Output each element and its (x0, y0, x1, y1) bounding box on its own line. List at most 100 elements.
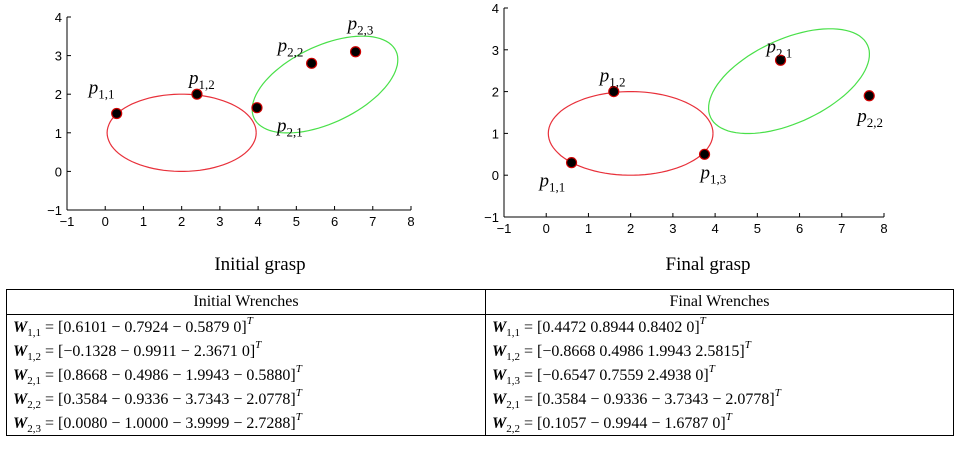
wrench-vector: = [0.0080 − 1.0000 − 3.9999 − 2.7288] (40, 415, 296, 432)
initial-wrench-cell: W1,2 = [−0.1328 − 0.9911 − 2.3671 0]T (6, 339, 486, 363)
wrench-subscript: 2,2 (506, 423, 520, 435)
y-tick-label: 4 (492, 1, 499, 16)
y-tick-label: −1 (47, 203, 62, 218)
wrench-vector: = [0.3584 − 0.9336 − 3.7343 − 2.0778] (519, 391, 775, 408)
initial-grasp-chart: −1 0 1 2 3 4 5 6 7 8 −1 0 1 2 3 4 p1,1 p1,2 p2,1 p2,2 p2,3 (47, 10, 414, 229)
contact-point (251, 102, 263, 114)
wrench-vector: = [0.4472 0.8944 0.8402 0] (519, 319, 700, 336)
contact-point-label: p1,1 (538, 171, 566, 195)
final-wrench-cell: W1,3 = [−0.6547 0.7559 2.4938 0]T (485, 363, 954, 387)
table-row: W2,3 = [0.0080 − 1.0000 − 3.9999 − 2.728… (6, 411, 954, 436)
x-tick-label: 7 (369, 214, 376, 229)
transpose-superscript: T (744, 339, 751, 351)
object-2-ellipse (707, 28, 871, 135)
table-row: W2,1 = [0.8668 − 0.4986 − 1.9943 − 0.588… (6, 363, 954, 387)
contact-point (863, 90, 875, 102)
wrench-subscript: 1,2 (27, 351, 41, 363)
wrench-symbol: W (13, 391, 28, 408)
transpose-superscript: T (295, 387, 302, 399)
wrench-table-body: W1,1 = [0.6101 − 0.7924 − 0.5879 0]T W1,1… (6, 314, 954, 436)
contact-point-label: p1,2 (187, 68, 215, 92)
contact-point (191, 88, 203, 100)
object-1-ellipse (106, 93, 257, 172)
x-tick-label: 0 (543, 221, 550, 236)
contact-point-label: p2,2 (855, 106, 883, 130)
wrench-subscript: 1,2 (506, 351, 520, 363)
x-tick-label: 8 (407, 214, 414, 229)
final-grasp-plot: −1 0 1 2 3 4 5 6 7 8 −1 0 1 2 3 4 p1,1 p1,2 p1,3 p2,1 p2,2 (482, 0, 952, 250)
final-grasp-chart: −1 0 1 2 3 4 5 6 7 8 −1 0 1 2 3 4 p1,1 p1,2 p1,3 p2,1 p2,2 (484, 1, 887, 236)
final-grasp-caption: Final grasp (665, 254, 751, 275)
transpose-superscript: T (255, 339, 262, 351)
contact-point (774, 54, 787, 66)
contact-point (306, 57, 318, 69)
table-row: W1,2 = [−0.1328 − 0.9911 − 2.3671 0]T W1,… (6, 339, 954, 363)
wrench-vector: = [−0.6547 0.7559 2.4938 0] (519, 367, 709, 384)
x-tick-label: 5 (293, 214, 300, 229)
wrench-vector: = [0.8668 − 0.4986 − 1.9943 − 0.5880] (40, 367, 296, 384)
contact-point (608, 85, 620, 98)
final-wrench-cell: W2,1 = [0.3584 − 0.9336 − 3.7343 − 2.077… (485, 387, 954, 411)
initial-wrench-cell: W2,1 = [0.8668 − 0.4986 − 1.9943 − 0.588… (6, 363, 486, 387)
y-tick-label: 0 (55, 164, 62, 179)
x-tick-label: 3 (216, 214, 223, 229)
wrench-symbol: W (492, 367, 507, 384)
x-tick-label: 0 (102, 214, 109, 229)
contact-point (349, 46, 362, 58)
y-tick-label: 3 (55, 49, 62, 64)
wrench-subscript: 1,3 (506, 375, 520, 387)
x-tick-label: 3 (669, 221, 676, 236)
table-row: W1,1 = [0.6101 − 0.7924 − 0.5879 0]T W1,1… (6, 314, 954, 339)
wrench-symbol: W (13, 415, 28, 432)
wrench-symbol: W (492, 391, 507, 408)
transpose-superscript: T (708, 363, 715, 375)
table-header-row: Initial Wrenches Final Wrenches (6, 289, 954, 315)
y-tick-label: 4 (55, 10, 62, 25)
contact-point (565, 157, 578, 169)
wrench-vector: = [−0.1328 − 0.9911 − 2.3671 0] (40, 343, 256, 360)
x-tick-label: 2 (627, 221, 634, 236)
x-tick-label: 1 (140, 214, 147, 229)
wrench-subscript: 1,1 (506, 327, 520, 339)
final-wrench-cell: W1,2 = [−0.8668 0.4986 1.9943 2.5815]T (485, 339, 954, 363)
x-tick-label: 4 (254, 214, 261, 229)
wrench-symbol: W (492, 319, 507, 336)
x-tick-label: 6 (331, 214, 338, 229)
x-tick-label: 7 (838, 221, 845, 236)
x-tick-label: 6 (796, 221, 803, 236)
x-tick-label: −1 (60, 214, 75, 229)
contact-point-label: p2,1 (275, 116, 303, 140)
y-tick-label: 1 (492, 126, 499, 141)
final-wrench-cell: W2,2 = [0.1057 − 0.9944 − 1.6787 0]T (485, 411, 954, 436)
wrench-subscript: 2,3 (27, 423, 41, 435)
wrench-symbol: W (13, 343, 28, 360)
y-tick-label: 1 (55, 126, 62, 141)
y-tick-label: 0 (492, 168, 499, 183)
contact-point-label: p1,2 (598, 66, 626, 90)
initial-grasp-caption: Initial grasp (214, 254, 306, 275)
wrench-vector: = [0.1057 − 0.9944 − 1.6787 0] (519, 415, 726, 432)
contact-point-label: p1,1 (87, 78, 115, 102)
transpose-superscript: T (295, 363, 302, 375)
wrench-subscript: 2,2 (27, 399, 41, 411)
contact-point (698, 148, 711, 160)
x-tick-label: −1 (497, 221, 512, 236)
wrench-symbol: W (13, 367, 28, 384)
wrench-symbol: W (13, 319, 28, 336)
initial-wrench-cell: W2,3 = [0.0080 − 1.0000 − 3.9999 − 2.728… (6, 411, 486, 436)
wrench-subscript: 2,1 (506, 399, 520, 411)
header-final-wrenches: Final Wrenches (485, 289, 954, 315)
final-wrench-cell: W1,1 = [0.4472 0.8944 0.8402 0]T (485, 314, 954, 339)
transpose-superscript: T (295, 411, 302, 423)
wrench-table: Initial Wrenches Final Wrenches W1,1 = [… (6, 289, 954, 436)
x-tick-label: 8 (880, 221, 887, 236)
transpose-superscript: T (699, 315, 706, 327)
table-row: W2,2 = [0.3584 − 0.9336 − 3.7343 − 2.077… (6, 387, 954, 411)
wrench-subscript: 1,1 (27, 327, 41, 339)
y-tick-label: −1 (484, 210, 499, 225)
wrench-vector: = [0.6101 − 0.7924 − 0.5879 0] (40, 319, 247, 336)
contact-point-label: p2,2 (276, 35, 304, 59)
wrench-vector: = [0.3584 − 0.9336 − 3.7343 − 2.0778] (40, 391, 296, 408)
contact-point-label: p1,3 (699, 162, 727, 186)
initial-wrench-cell: W2,2 = [0.3584 − 0.9336 − 3.7343 − 2.077… (6, 387, 486, 411)
